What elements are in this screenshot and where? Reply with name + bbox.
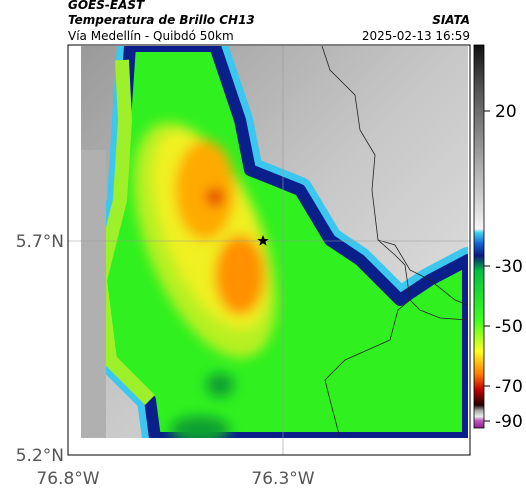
org: SIATA [432,13,470,27]
colorbar-label: -30 [495,257,523,277]
source: GOES-EAST [68,0,145,12]
lon-label: 76.3°W [251,469,314,489]
location-marker [257,235,269,246]
lat-label: 5.2°N [16,446,64,466]
colorbar-label: -70 [495,377,523,397]
colorbar-label: -90 [495,412,523,432]
colorbar-label: 20 [495,102,517,122]
lat-label: 5.7°N [16,232,64,252]
subtitle: Vía Medellín - Quibdó 50km [68,29,234,43]
title: Temperatura de Brillo CH13 [68,13,255,27]
satellite-image [81,46,468,438]
datetime: 2025-02-13 16:59 [362,29,470,43]
lon-label: 76.8°W [36,469,99,489]
colorbar [473,44,485,429]
map-frame [67,44,471,456]
colorbar-label: -50 [495,317,523,337]
borders [321,45,469,439]
